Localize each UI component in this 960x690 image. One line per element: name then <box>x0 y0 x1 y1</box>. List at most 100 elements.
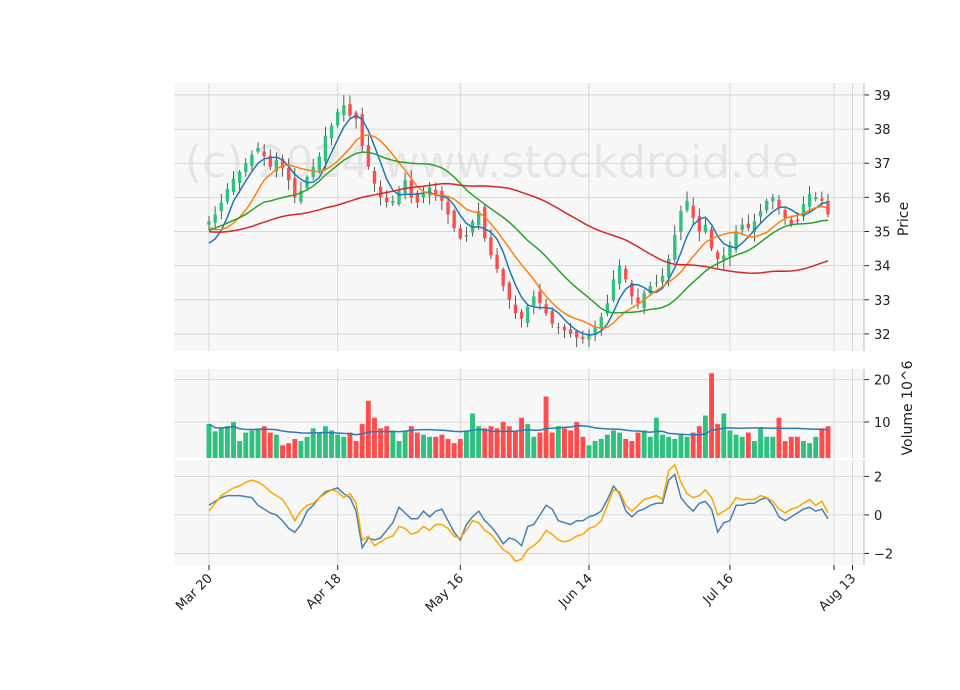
candle-body <box>391 201 394 203</box>
price-tick-label: 33 <box>874 294 891 309</box>
candle-body <box>563 327 566 331</box>
volume-bar <box>537 433 542 458</box>
volume-bar <box>378 428 383 458</box>
candle-body <box>508 283 511 300</box>
candle-body <box>501 269 504 286</box>
candle-body <box>532 296 535 305</box>
candle-body <box>600 317 603 329</box>
volume-bar <box>256 428 261 458</box>
volume-bar <box>372 418 377 458</box>
volume-bar <box>397 441 402 458</box>
volume-bar <box>795 437 800 458</box>
candle-body <box>336 112 339 125</box>
volume-bar <box>274 435 279 458</box>
volume-bar <box>660 435 665 458</box>
candle-body <box>796 220 799 221</box>
volume-bar <box>783 441 788 458</box>
candle-body <box>495 255 498 269</box>
volume-bar <box>439 435 444 458</box>
x-tick-label: Mar 20 <box>173 571 216 614</box>
oscillator-tick-label: 2 <box>874 470 882 485</box>
candle-body <box>213 214 216 222</box>
volume-bar <box>544 397 549 458</box>
volume-bar <box>666 437 671 458</box>
price-tick-label: 36 <box>874 191 891 206</box>
volume-bar <box>678 435 683 458</box>
volume-bar <box>286 443 291 458</box>
volume-bar <box>654 418 659 458</box>
volume-bar <box>617 433 622 458</box>
volume-bar <box>685 437 690 458</box>
candle-body <box>446 202 449 215</box>
candle-body <box>777 200 780 208</box>
volume-bar <box>574 422 579 458</box>
candle-body <box>459 228 462 238</box>
volume-bar <box>727 430 732 458</box>
candle-body <box>232 179 235 192</box>
candle-body <box>581 337 584 339</box>
volume-bar <box>709 373 714 458</box>
volume-bar <box>298 441 303 458</box>
volume-bar <box>691 433 696 458</box>
volume-bar <box>249 430 254 458</box>
candle-body <box>348 104 351 115</box>
price-tick-label: 34 <box>874 260 891 275</box>
candle-body <box>324 136 327 161</box>
volume-bar <box>593 441 598 458</box>
volume-bar <box>550 433 555 458</box>
x-tick-label: May 16 <box>423 571 467 615</box>
volume-bar <box>421 435 426 458</box>
candle-body <box>220 202 223 210</box>
candle-body <box>661 276 664 283</box>
volume-bar <box>305 437 310 458</box>
volume-bar <box>752 441 757 458</box>
volume-bar <box>390 430 395 458</box>
price-tick-label: 35 <box>874 226 891 241</box>
volume-bar <box>464 430 469 458</box>
candle-body <box>679 211 682 232</box>
volume-bar <box>807 443 812 458</box>
candle-body <box>379 187 382 198</box>
oscillator-panel-bg <box>174 460 864 565</box>
volume-bar <box>225 426 230 458</box>
oscillator-tick-label: −2 <box>874 547 893 562</box>
volume-bar <box>648 437 653 458</box>
price-axis-label: Price <box>896 202 912 236</box>
volume-bar <box>734 435 739 458</box>
candle-body <box>722 255 725 259</box>
candle-body <box>452 211 455 228</box>
candle-body <box>691 206 694 218</box>
candle-body <box>483 207 486 238</box>
volume-bar <box>531 437 536 458</box>
candle-body <box>618 266 621 284</box>
price-tick-label: 39 <box>874 89 891 104</box>
volume-bar <box>427 437 432 458</box>
volume-bar <box>354 441 359 458</box>
volume-bar <box>758 428 763 458</box>
volume-bar <box>789 437 794 458</box>
volume-bar <box>599 439 604 458</box>
candle-body <box>551 311 554 324</box>
volume-bar <box>819 428 824 458</box>
candle-body <box>287 168 290 180</box>
volume-bar <box>360 424 365 458</box>
candle-body <box>569 329 572 334</box>
candle-body <box>704 225 707 232</box>
price-tick-label: 37 <box>874 157 891 172</box>
candle-body <box>397 191 400 205</box>
oscillator-tick-label: 0 <box>874 509 882 524</box>
volume-bar <box>636 433 641 458</box>
candle-body <box>612 279 615 300</box>
volume-bar <box>672 439 677 458</box>
volume-bar <box>268 433 273 458</box>
volume-bar <box>813 437 818 458</box>
candle-body <box>489 237 492 255</box>
candle-body <box>741 225 744 230</box>
volume-bar <box>335 435 340 458</box>
x-tick-label: Jul 16 <box>700 571 737 608</box>
candle-body <box>814 197 817 199</box>
candle-body <box>367 145 370 167</box>
volume-bar <box>513 430 518 458</box>
volume-bar <box>697 426 702 458</box>
